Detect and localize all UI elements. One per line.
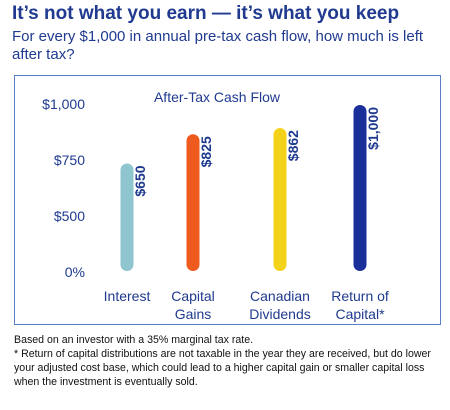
category-label: Return of Capital*: [331, 288, 389, 322]
y-tick-label: $750: [54, 152, 85, 168]
bar-value-label: $862: [285, 130, 301, 161]
bar-3: [273, 128, 287, 271]
footnote-return-of-capital: * Return of capital distributions are no…: [14, 348, 431, 388]
chart-title: After-Tax Cash Flow: [154, 89, 281, 105]
category-label: Capital Gains: [171, 288, 215, 322]
bar-value-label: $1,000: [365, 107, 381, 150]
bar-4: [353, 105, 367, 271]
bar-2: [186, 134, 200, 271]
footnote: Based on an investor with a 35% marginal…: [14, 333, 444, 389]
y-tick-label: $500: [54, 208, 85, 224]
bar-1: [120, 163, 134, 271]
page-subtitle: For every $1,000 in annual pre-tax cash …: [12, 28, 424, 63]
footnote-tax-rate: Based on an investor with a 35% marginal…: [14, 334, 254, 346]
after-tax-cash-flow-chart: After-Tax Cash Flow $1,000 $750 $500 0% $650 I…: [42, 89, 389, 322]
chart-container: After-Tax Cash Flow $1,000 $750 $500 0% $650 I…: [14, 75, 441, 325]
page-title: It’s not what you earn — it’s what you k…: [12, 3, 400, 24]
y-tick-label: $1,000: [42, 96, 85, 112]
bar-value-label: $650: [132, 165, 148, 196]
category-label: Canadian Dividends: [249, 288, 310, 322]
y-tick-label: 0%: [65, 264, 85, 280]
bar-value-label: $825: [198, 136, 214, 167]
category-label: Interest: [104, 288, 151, 304]
